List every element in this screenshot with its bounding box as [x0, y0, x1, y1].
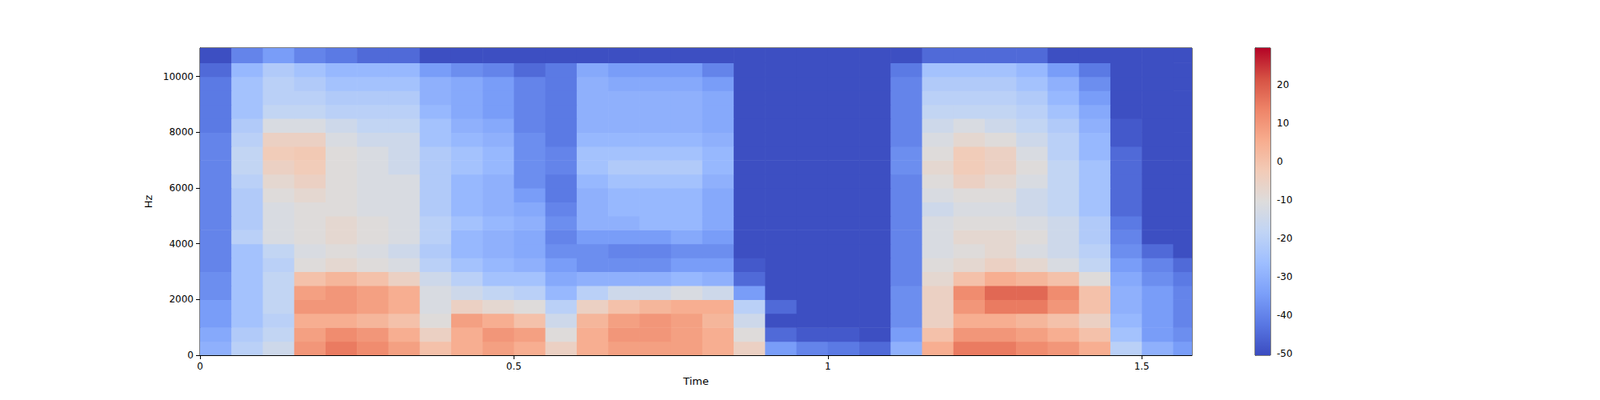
svg-text:Time: Time	[682, 375, 709, 388]
svg-text:0: 0	[196, 360, 204, 372]
svg-text:0.5: 0.5	[506, 360, 522, 372]
svg-text:6000: 6000	[168, 182, 194, 194]
svg-text:2000: 2000	[168, 293, 194, 305]
svg-text:0: 0	[187, 349, 194, 361]
svg-text:-40: -40	[1276, 309, 1293, 321]
svg-text:0: 0	[1276, 156, 1284, 168]
svg-text:8000: 8000	[168, 126, 194, 138]
svg-text:20: 20	[1276, 79, 1289, 91]
svg-text:-10: -10	[1276, 194, 1293, 206]
svg-text:1: 1	[824, 360, 832, 372]
svg-text:4000: 4000	[168, 238, 194, 250]
svg-text:-50: -50	[1276, 348, 1293, 360]
svg-text:Hz: Hz	[142, 195, 155, 209]
svg-text:10000: 10000	[163, 71, 194, 83]
svg-text:10: 10	[1276, 117, 1289, 129]
svg-text:-20: -20	[1276, 232, 1293, 244]
svg-text:1.5: 1.5	[1134, 360, 1150, 372]
svg-text:-30: -30	[1276, 271, 1293, 283]
